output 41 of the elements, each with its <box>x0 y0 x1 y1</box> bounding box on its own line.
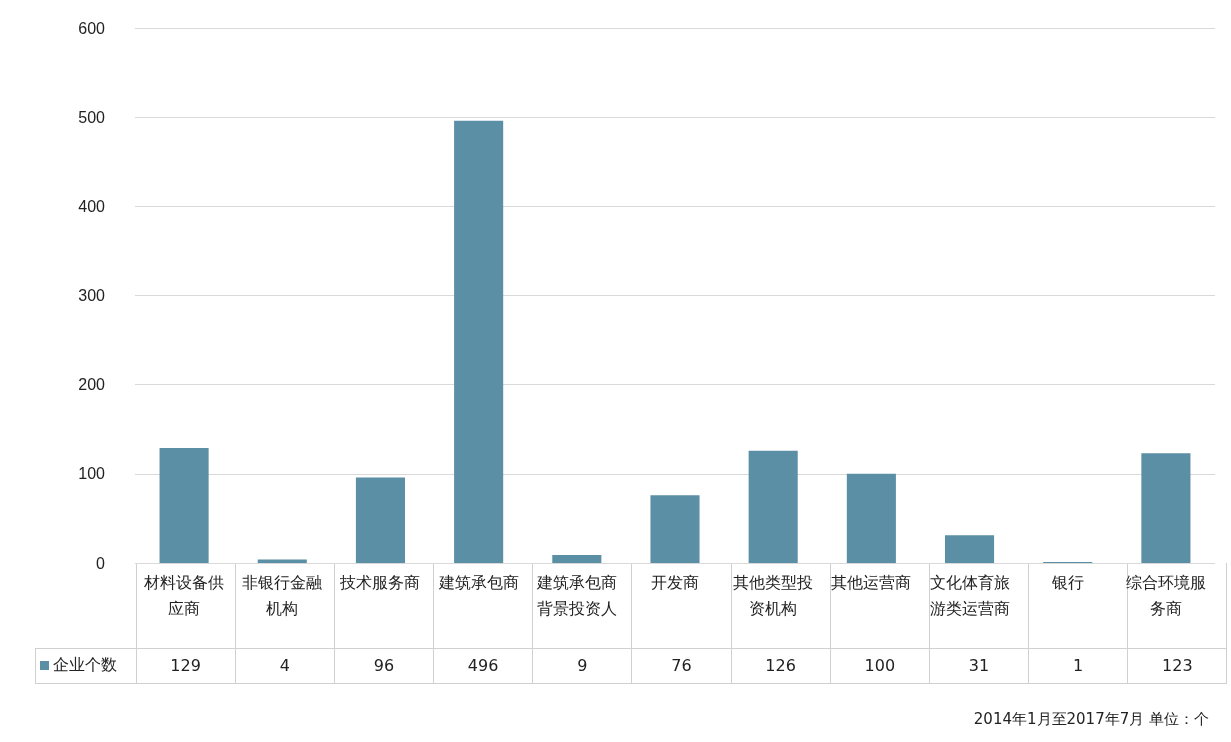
bar <box>846 473 896 563</box>
bar <box>159 447 209 563</box>
x-tick-label: 综合环境服务商 <box>1125 573 1206 617</box>
x-tick-label: 材料设备供应商 <box>143 573 225 617</box>
data-label: 496 <box>433 648 533 683</box>
x-tick-label: 其他类型投资机构 <box>733 573 814 617</box>
data-label: 76 <box>631 648 732 683</box>
bar <box>355 477 405 563</box>
x-tick-label: 银行 <box>1050 573 1084 591</box>
y-tick-label: 200 <box>78 376 106 394</box>
y-tick-label: 600 <box>78 19 106 37</box>
x-tick-label: 技术服务商 <box>339 573 421 591</box>
x-tick-label: 开发商 <box>651 573 699 591</box>
legend-label: 企业个数 <box>53 655 117 674</box>
bar <box>552 554 602 563</box>
data-label: 4 <box>235 648 335 683</box>
bar <box>257 559 307 563</box>
bar <box>1141 453 1191 563</box>
data-label: 1 <box>1028 648 1128 683</box>
x-tick-label: 建筑承包商 <box>437 573 519 591</box>
data-label: 96 <box>334 648 434 683</box>
y-tick-label: 100 <box>78 465 106 483</box>
y-tick-label: 300 <box>78 287 106 304</box>
data-label: 31 <box>929 648 1029 683</box>
bar <box>748 450 798 563</box>
bar <box>650 495 700 563</box>
y-tick-label: 500 <box>78 108 106 126</box>
bar <box>454 120 504 563</box>
x-tick-label: 其他运营商 <box>831 573 912 591</box>
data-label: 129 <box>136 648 236 683</box>
text: 2014年1月至2017年7月 单位：个 <box>973 710 1209 729</box>
x-tick-label: 非银行金融机构 <box>242 573 323 617</box>
data-label: 126 <box>731 648 831 683</box>
bar <box>945 535 995 563</box>
y-tick-label: 400 <box>78 197 106 215</box>
data-label: 100 <box>830 648 930 683</box>
y-tick-label: 0 <box>96 554 106 572</box>
x-tick-label: 文化体育旅游类运营商 <box>929 573 1010 617</box>
x-tick-label: 建筑承包商背景投资人 <box>535 573 617 617</box>
data-label: 123 <box>1127 648 1227 683</box>
data-label: 9 <box>532 648 632 683</box>
